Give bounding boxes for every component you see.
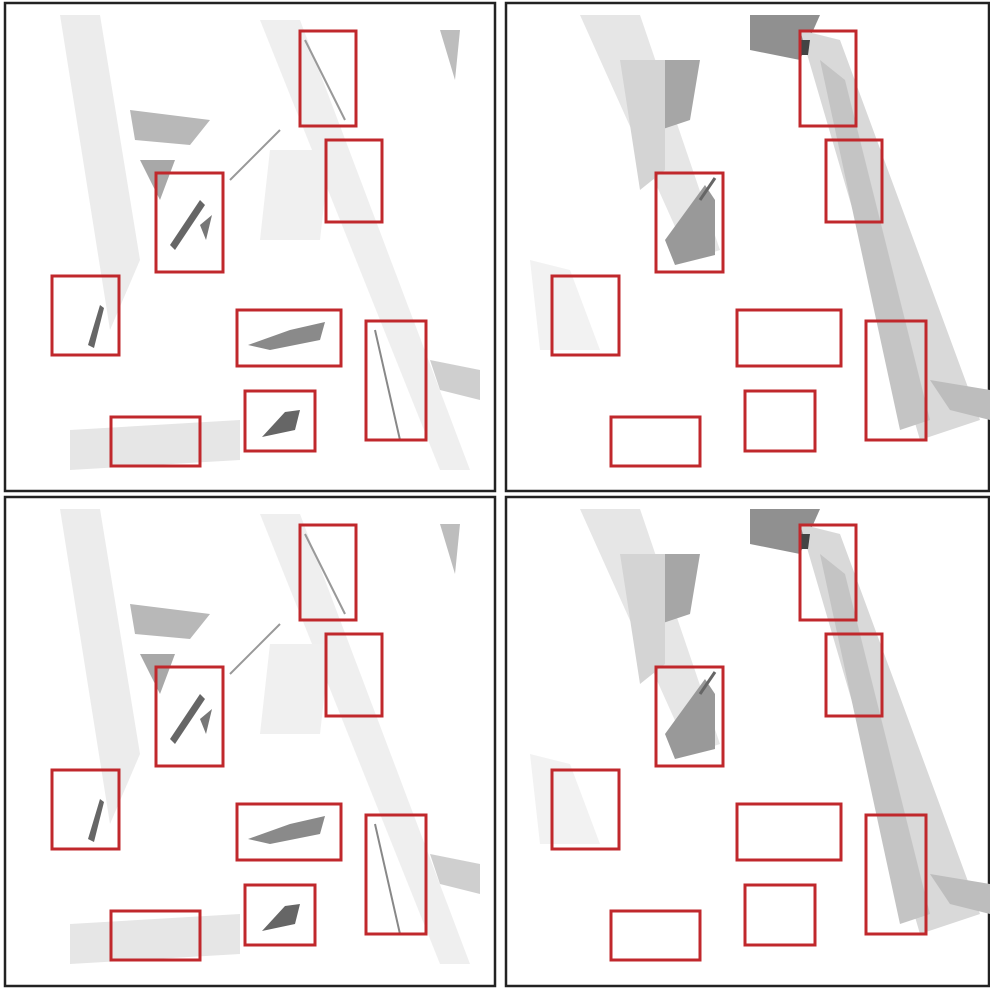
panel-bottom-right xyxy=(504,495,990,988)
panel-bottom-left xyxy=(3,495,497,988)
panel-top-right xyxy=(504,1,990,493)
panel-top-left xyxy=(3,1,497,493)
